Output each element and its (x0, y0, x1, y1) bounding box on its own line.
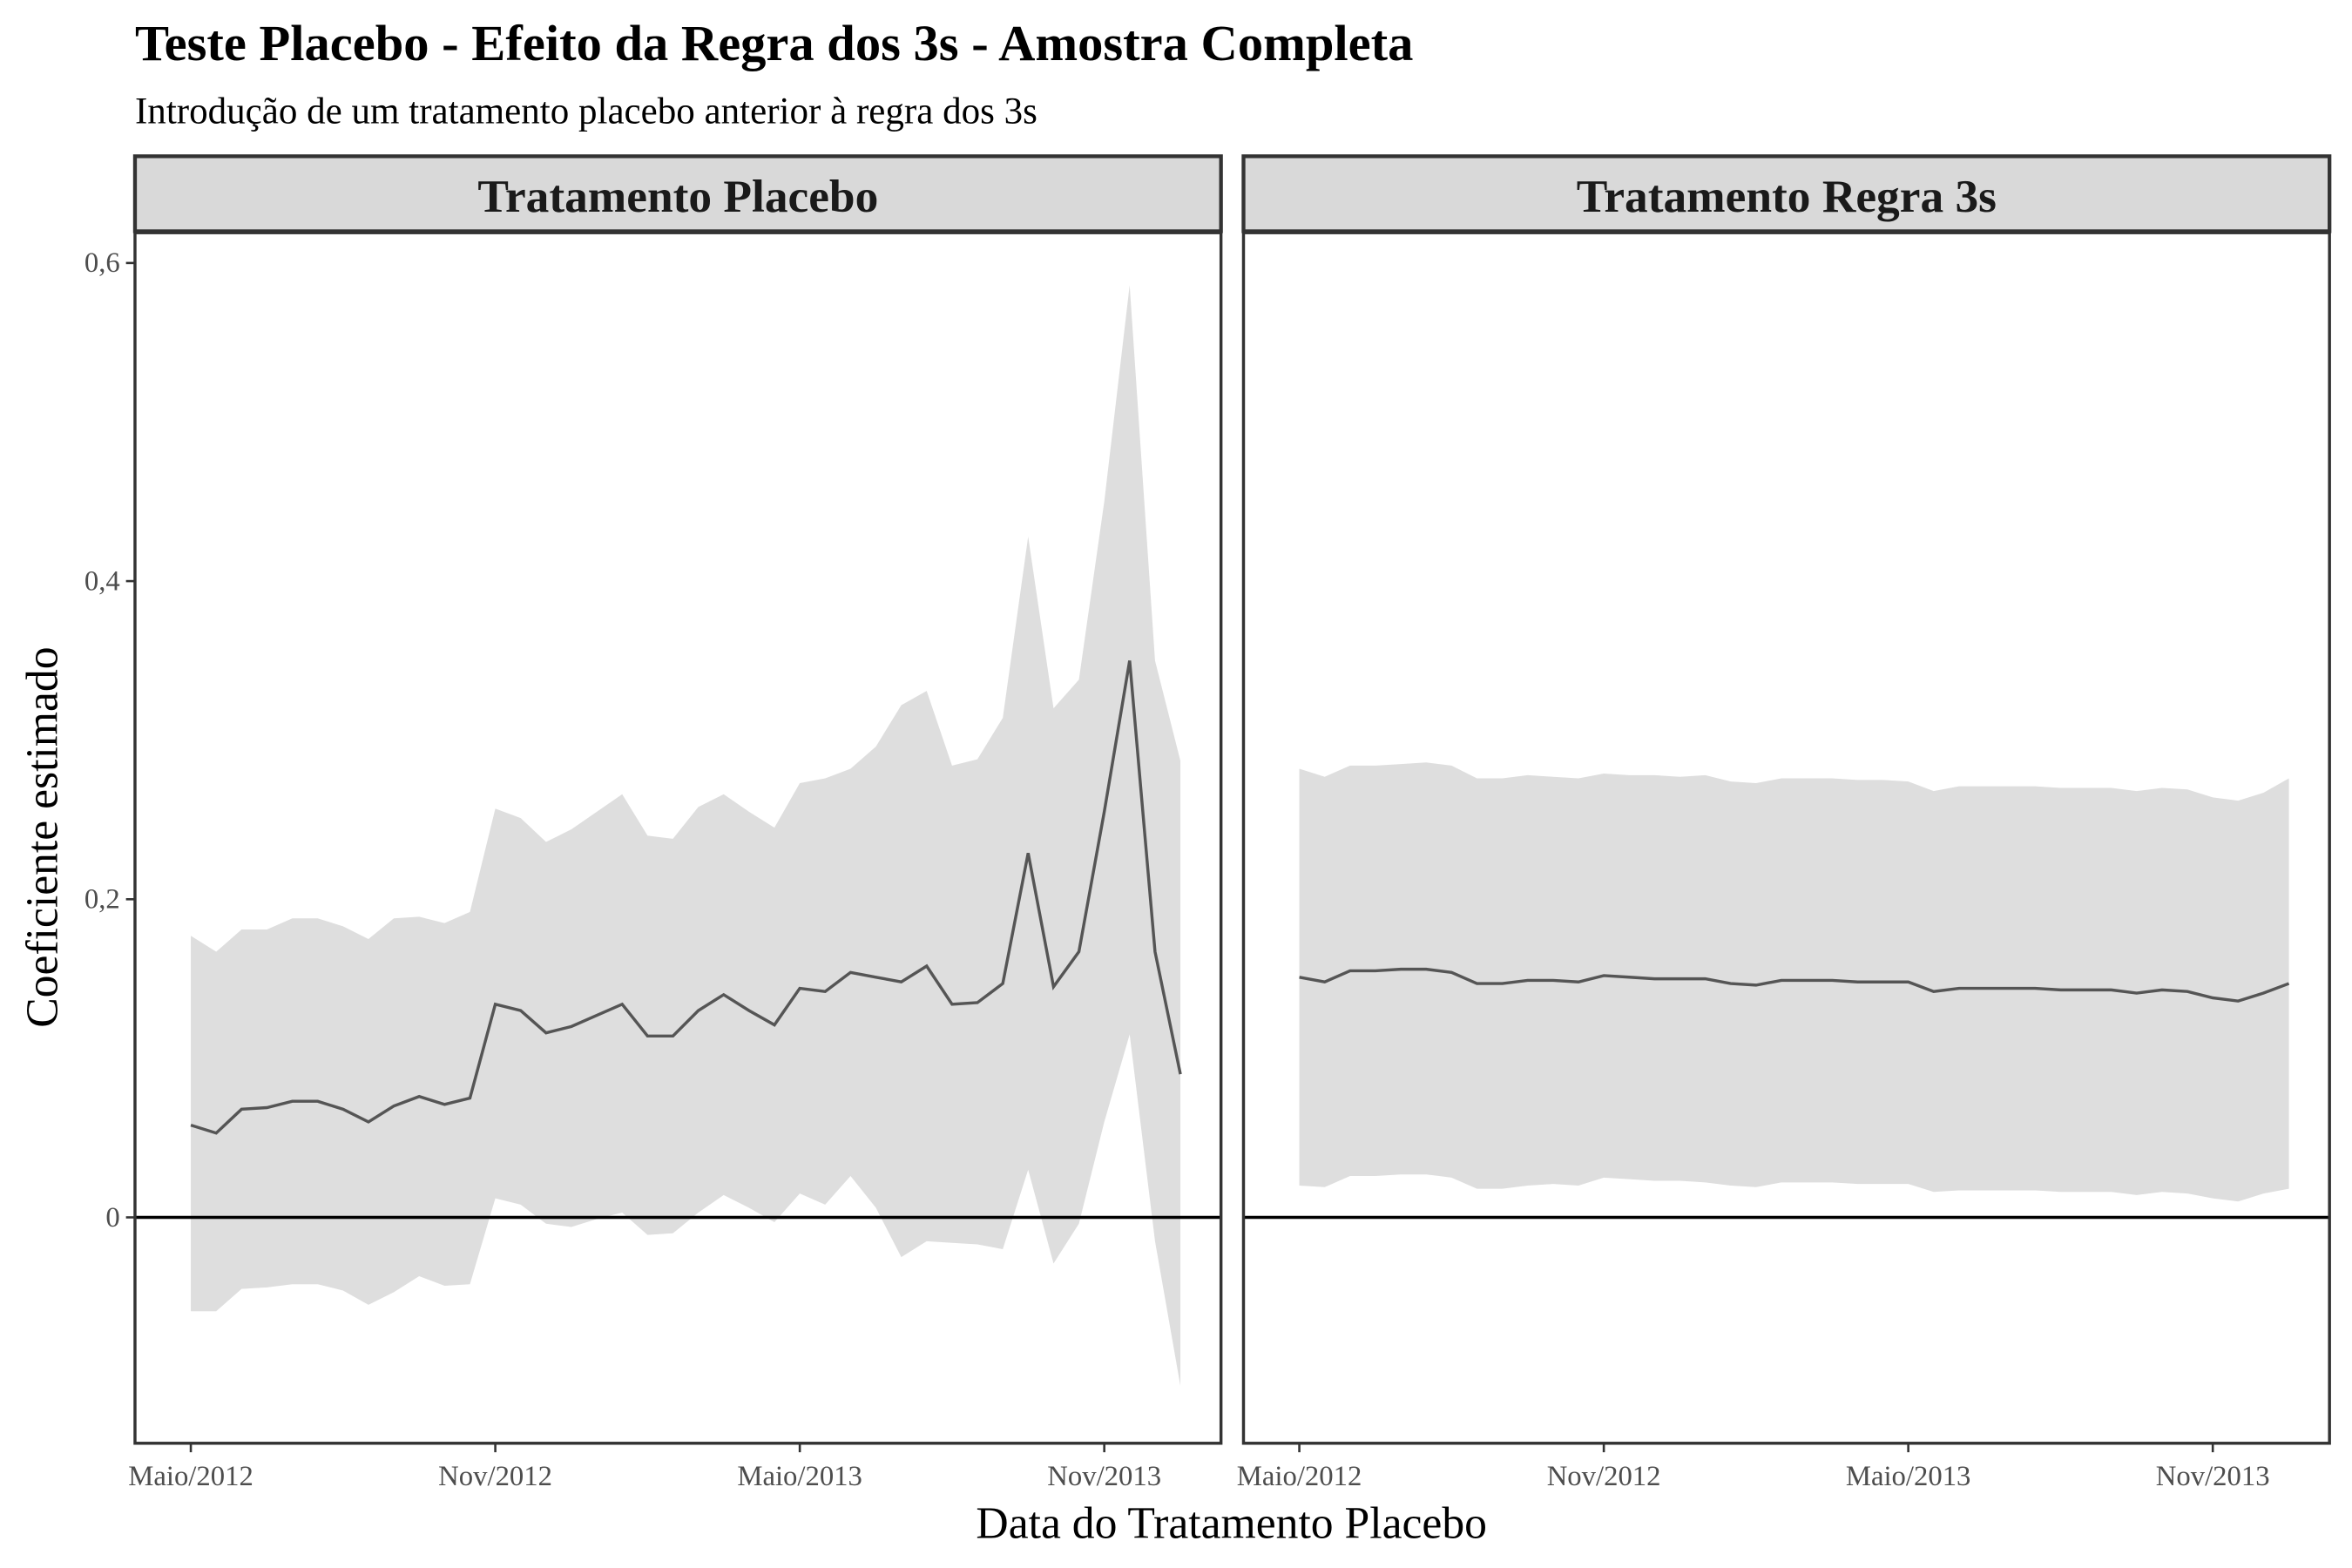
y-axis-label: Coeficiente estimado (17, 646, 67, 1027)
estimate-line (1299, 967, 2290, 1003)
x-tick-label: Nov/2012 (1547, 1461, 1661, 1492)
chart-title: Teste Placebo - Efeito da Regra dos 3s -… (135, 15, 1413, 71)
x-tick-label: Maio/2012 (1237, 1461, 1362, 1492)
strip (132, 154, 1223, 233)
strip (1241, 154, 2332, 233)
strip-label: Tratamento Placebo (477, 170, 878, 222)
estimate-line (190, 660, 1182, 1135)
y-tick-label: 0,2 (84, 884, 120, 916)
strip-label: Tratamento Regra 3s (1577, 170, 1997, 222)
x-axis-label: Data do Tratamento Placebo (976, 1498, 1487, 1548)
x-tick-label: Maio/2012 (128, 1461, 253, 1492)
y-tick-label: 0,6 (84, 247, 120, 279)
x-tick-label: Nov/2012 (438, 1461, 552, 1492)
x-tick-label: Nov/2013 (2156, 1461, 2270, 1492)
chart-subtitle: Introdução de um tratamento placebo ante… (135, 91, 1037, 132)
y-tick-label: 0,4 (84, 565, 120, 597)
x-tick-label: Maio/2013 (737, 1461, 862, 1492)
x-tick-label: Maio/2013 (1846, 1461, 1971, 1492)
confidence-band (1299, 762, 2289, 1202)
x-tick-label: Nov/2013 (1047, 1461, 1161, 1492)
y-tick-label: 0 (105, 1202, 119, 1233)
confidence-band (191, 285, 1181, 1387)
